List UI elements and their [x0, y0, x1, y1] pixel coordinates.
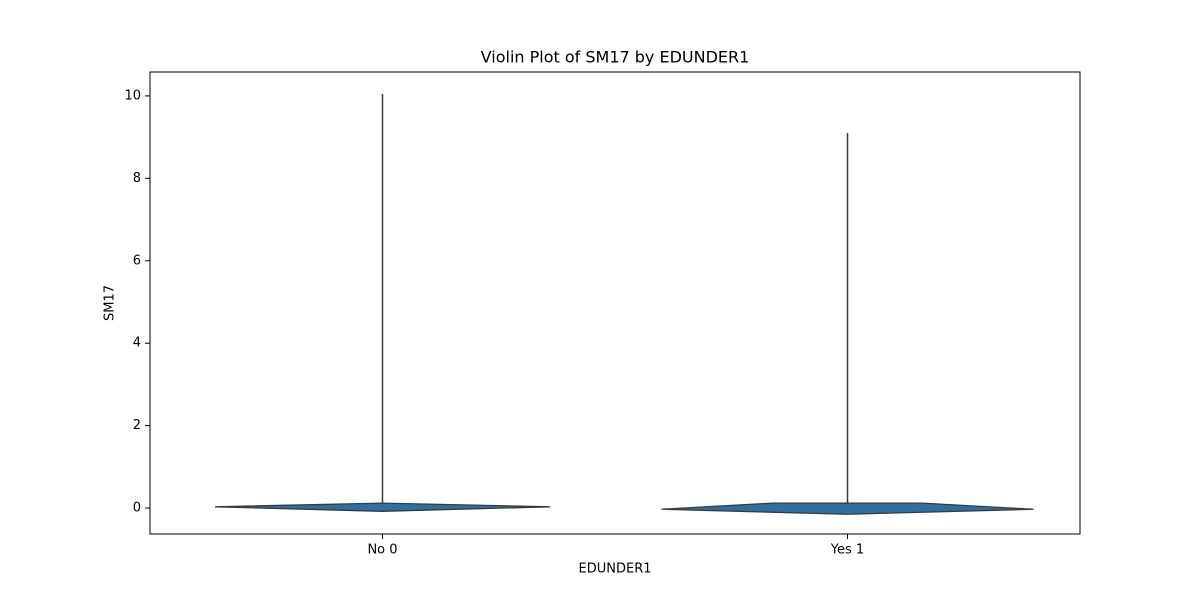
x-axis-label: EDUNDER1: [579, 562, 652, 577]
chart-title: Violin Plot of SM17 by EDUNDER1: [481, 48, 750, 67]
y-tick-label: 4: [133, 336, 141, 351]
y-tick-label: 0: [133, 501, 141, 516]
y-tick-label: 6: [133, 253, 141, 268]
x-tick-label: Yes 1: [830, 543, 864, 558]
y-tick-label: 8: [133, 171, 141, 186]
y-axis-label: SM17: [103, 285, 118, 321]
violin-body: [215, 502, 550, 512]
y-tick-label: 10: [124, 88, 141, 103]
violin-body: [661, 501, 1034, 515]
x-tick-label: No 0: [367, 543, 397, 558]
plot-frame: [149, 71, 1081, 535]
y-tick-label: 2: [133, 418, 141, 433]
